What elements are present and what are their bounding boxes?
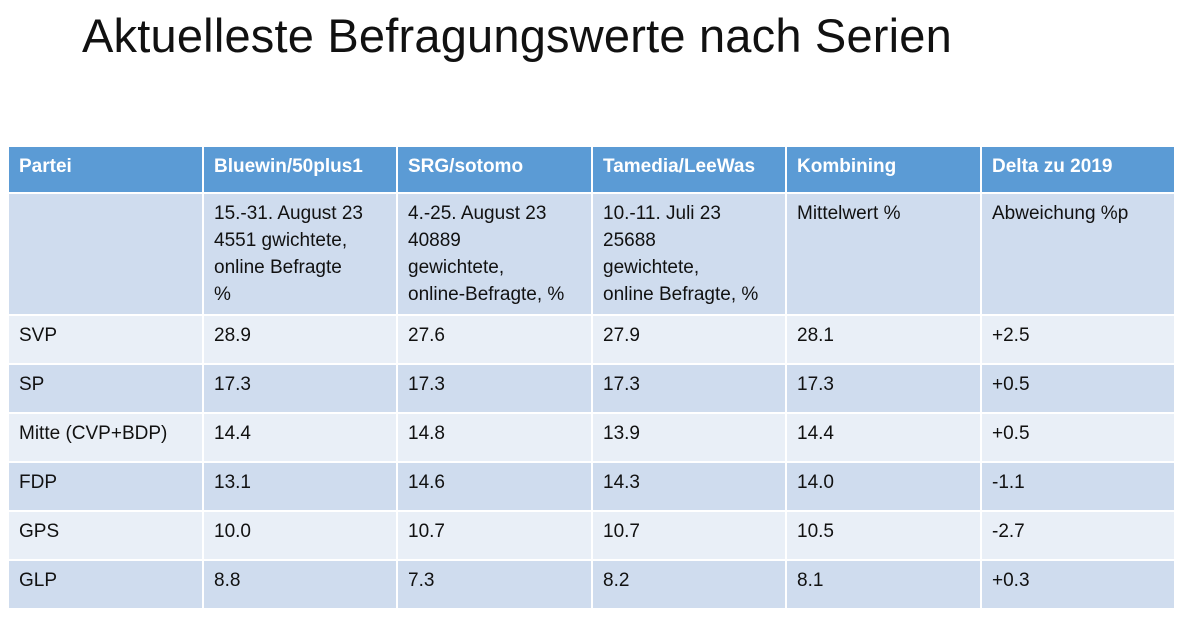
value-delta: +0.5 — [980, 363, 1176, 414]
value-kombining: 17.3 — [785, 363, 982, 414]
value-srg: 10.7 — [396, 510, 593, 561]
header-srg: SRG/sotomo — [396, 145, 593, 194]
subheader-line: online Befragte — [214, 257, 342, 278]
party-name: SVP — [7, 314, 204, 365]
subheader-line: Abweichung %p — [992, 203, 1129, 224]
subheader-line: 25688 — [603, 230, 656, 251]
value-tamedia: 17.3 — [591, 363, 787, 414]
value-bluewin: 14.4 — [202, 412, 398, 463]
value-tamedia: 10.7 — [591, 510, 787, 561]
value-delta: +0.3 — [980, 559, 1176, 610]
value-srg: 17.3 — [396, 363, 593, 414]
subheader-line: online Befragte, % — [603, 284, 759, 305]
subheader-line: 4.-25. August 23 — [408, 203, 547, 224]
header-partei: Partei — [7, 145, 204, 194]
subheader-line: 4551 gwichtete, — [214, 230, 348, 251]
party-name: GPS — [7, 510, 204, 561]
value-tamedia: 27.9 — [591, 314, 787, 365]
subheader-cell-kombining: Mittelwert % — [785, 192, 982, 316]
value-kombining: 28.1 — [785, 314, 982, 365]
header-tamedia: Tamedia/LeeWas — [591, 145, 787, 194]
subheader-line: 10.-11. Juli 23 — [603, 203, 721, 224]
subheader-line: 15.-31. August 23 — [214, 203, 363, 224]
subheader-cell-srg: 4.-25. August 23 40889 gewichtete, onlin… — [396, 192, 593, 316]
table-row: FDP 13.1 14.6 14.3 14.0 -1.1 — [7, 461, 1176, 512]
slide-title: Aktuelleste Befragungswerte nach Serien — [82, 9, 952, 62]
subheader-line: 40889 — [408, 230, 461, 251]
value-delta: -1.1 — [980, 461, 1176, 512]
value-kombining: 14.4 — [785, 412, 982, 463]
value-srg: 27.6 — [396, 314, 593, 365]
table-row: GPS 10.0 10.7 10.7 10.5 -2.7 — [7, 510, 1176, 561]
subheader-cell-delta: Abweichung %p — [980, 192, 1176, 316]
value-srg: 7.3 — [396, 559, 593, 610]
value-tamedia: 14.3 — [591, 461, 787, 512]
subheader-cell-bluewin: 15.-31. August 23 4551 gwichtete, online… — [202, 192, 398, 316]
value-kombining: 14.0 — [785, 461, 982, 512]
value-delta: -2.7 — [980, 510, 1176, 561]
value-delta: +0.5 — [980, 412, 1176, 463]
value-bluewin: 8.8 — [202, 559, 398, 610]
table-row: GLP 8.8 7.3 8.2 8.1 +0.3 — [7, 559, 1176, 610]
subheader-line: gewichtete, — [408, 257, 505, 278]
poll-table: Partei Bluewin/50plus1 SRG/sotomo Tamedi… — [7, 145, 1176, 610]
header-row: Partei Bluewin/50plus1 SRG/sotomo Tamedi… — [7, 145, 1176, 194]
value-bluewin: 17.3 — [202, 363, 398, 414]
subheader-line: % — [214, 284, 231, 305]
party-name: Mitte (CVP+BDP) — [7, 412, 204, 463]
party-name: SP — [7, 363, 204, 414]
subheader-line: Mittelwert % — [797, 203, 901, 224]
value-bluewin: 13.1 — [202, 461, 398, 512]
value-tamedia: 8.2 — [591, 559, 787, 610]
subheader-cell-partei — [7, 192, 204, 316]
value-srg: 14.8 — [396, 412, 593, 463]
subheader-row: 15.-31. August 23 4551 gwichtete, online… — [7, 192, 1176, 316]
header-delta: Delta zu 2019 — [980, 145, 1176, 194]
value-bluewin: 28.9 — [202, 314, 398, 365]
subheader-line: online-Befragte, % — [408, 284, 565, 305]
header-bluewin: Bluewin/50plus1 — [202, 145, 398, 194]
subheader-line: gewichtete, — [603, 257, 700, 278]
subheader-cell-tamedia: 10.-11. Juli 23 25688 gewichtete, online… — [591, 192, 787, 316]
table-row: Mitte (CVP+BDP) 14.4 14.8 13.9 14.4 +0.5 — [7, 412, 1176, 463]
value-srg: 14.6 — [396, 461, 593, 512]
party-name: GLP — [7, 559, 204, 610]
table-row: SP 17.3 17.3 17.3 17.3 +0.5 — [7, 363, 1176, 414]
table-row: SVP 28.9 27.6 27.9 28.1 +2.5 — [7, 314, 1176, 365]
party-name: FDP — [7, 461, 204, 512]
value-bluewin: 10.0 — [202, 510, 398, 561]
header-kombining: Kombining — [785, 145, 982, 194]
value-kombining: 8.1 — [785, 559, 982, 610]
value-kombining: 10.5 — [785, 510, 982, 561]
value-tamedia: 13.9 — [591, 412, 787, 463]
value-delta: +2.5 — [980, 314, 1176, 365]
